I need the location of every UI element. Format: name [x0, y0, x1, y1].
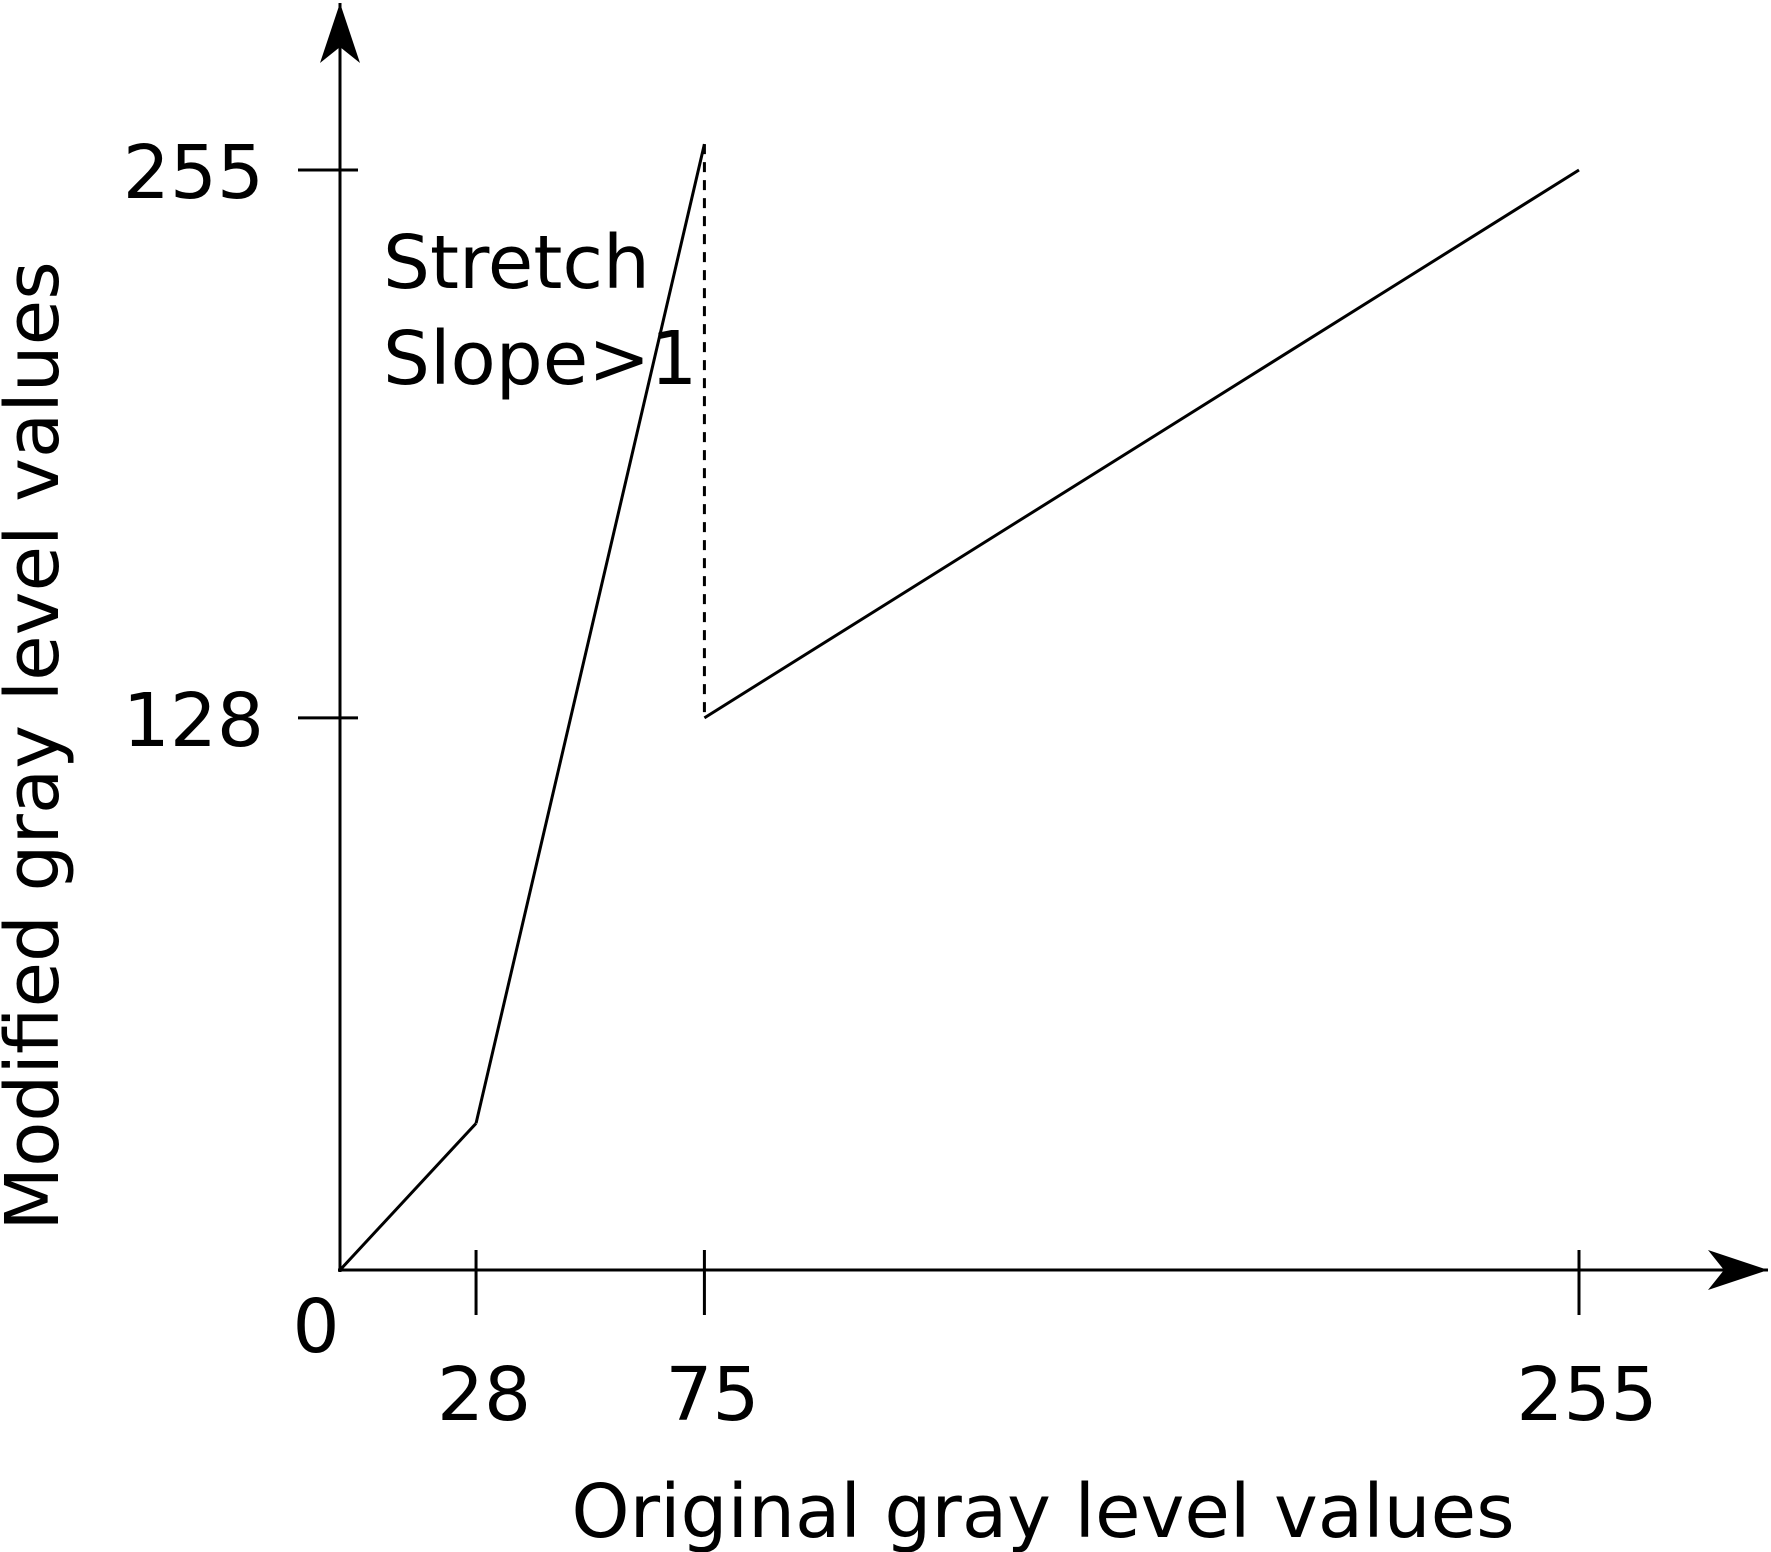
series-lines: [338, 143, 1580, 1272]
y-axis-label: Modified gray level values: [0, 261, 76, 1231]
series-segment: [474, 143, 706, 1124]
y-tick-label: 128: [123, 678, 264, 764]
annotation-stretch: Stretch: [383, 220, 650, 306]
x-ticks: 28 75 255: [437, 1250, 1658, 1438]
series-segment: [703, 168, 1580, 720]
x-tick-label: 75: [665, 1352, 759, 1438]
series-segment: [338, 1122, 478, 1272]
y-tick-label: 255: [123, 130, 264, 216]
x-tick-label: 255: [1516, 1352, 1657, 1438]
x-axis-label: Original gray level values: [571, 1469, 1514, 1552]
x-tick-label: 28: [437, 1352, 531, 1438]
origin-label: 0: [292, 1284, 339, 1370]
annotation-slope: Slope>1: [383, 316, 697, 402]
y-ticks: 128 255: [123, 130, 358, 764]
